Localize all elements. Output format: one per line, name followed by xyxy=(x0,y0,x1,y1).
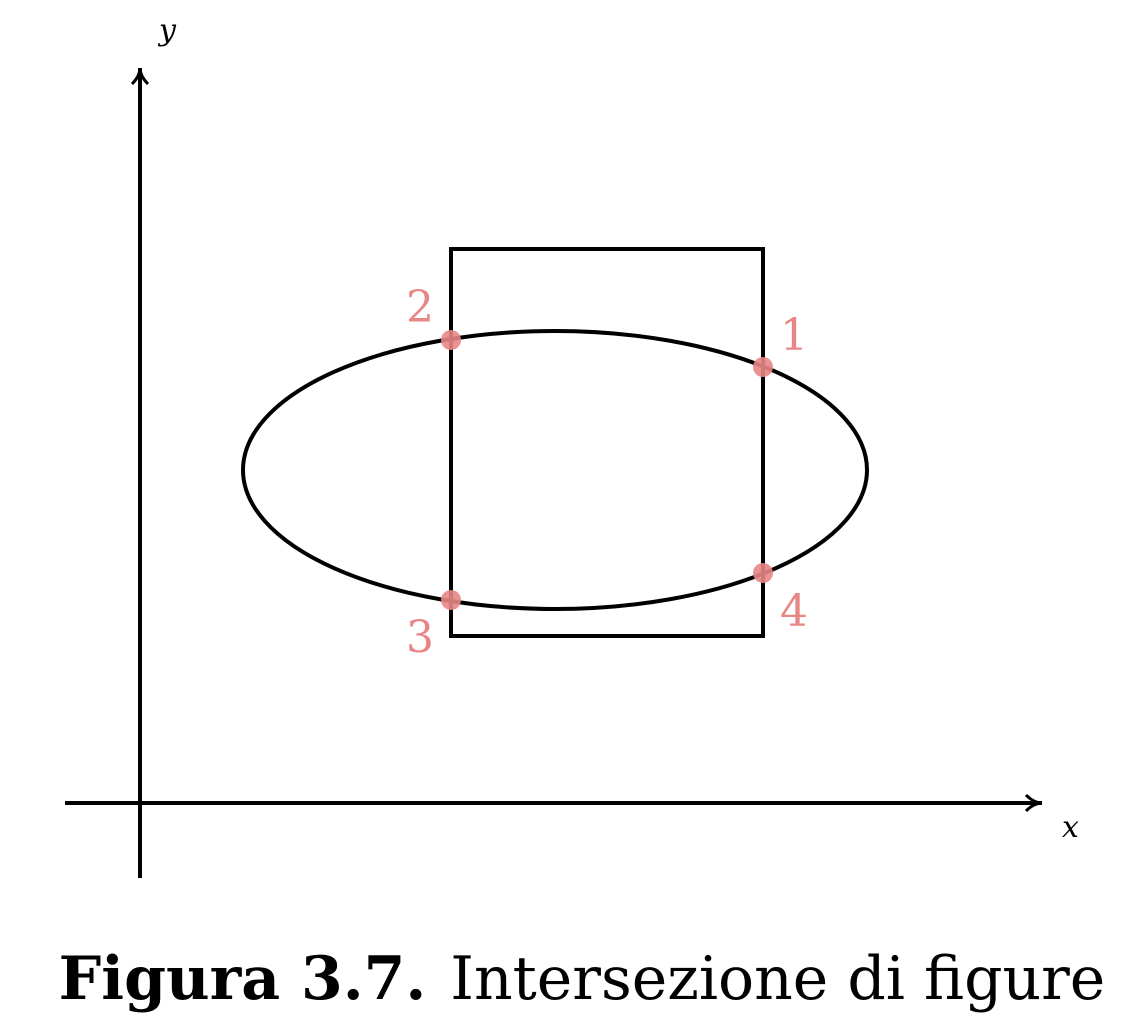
intersection-point-2 xyxy=(441,330,461,350)
intersection-label-3: 3 xyxy=(406,612,434,663)
ellipse-shape xyxy=(241,329,869,611)
x-axis-label: x xyxy=(1062,810,1079,845)
caption-label: Figura 3.7. xyxy=(58,944,427,1014)
rectangle-shape xyxy=(449,247,765,638)
intersection-point-4 xyxy=(753,563,773,583)
intersection-label-1: 1 xyxy=(780,310,808,361)
diagram-canvas: x y 1 2 3 4 xyxy=(65,13,1079,878)
caption-text: Intersezione di figure xyxy=(450,944,1106,1014)
intersection-points: 1 2 3 4 xyxy=(406,282,808,663)
y-axis-label: y xyxy=(157,13,177,48)
intersection-point-3 xyxy=(441,590,461,610)
intersection-label-2: 2 xyxy=(406,282,434,333)
intersection-label-4: 4 xyxy=(780,586,808,637)
intersection-point-1 xyxy=(753,357,773,377)
figure-caption: Figura 3.7. Intersezione di figure xyxy=(0,944,1134,1014)
